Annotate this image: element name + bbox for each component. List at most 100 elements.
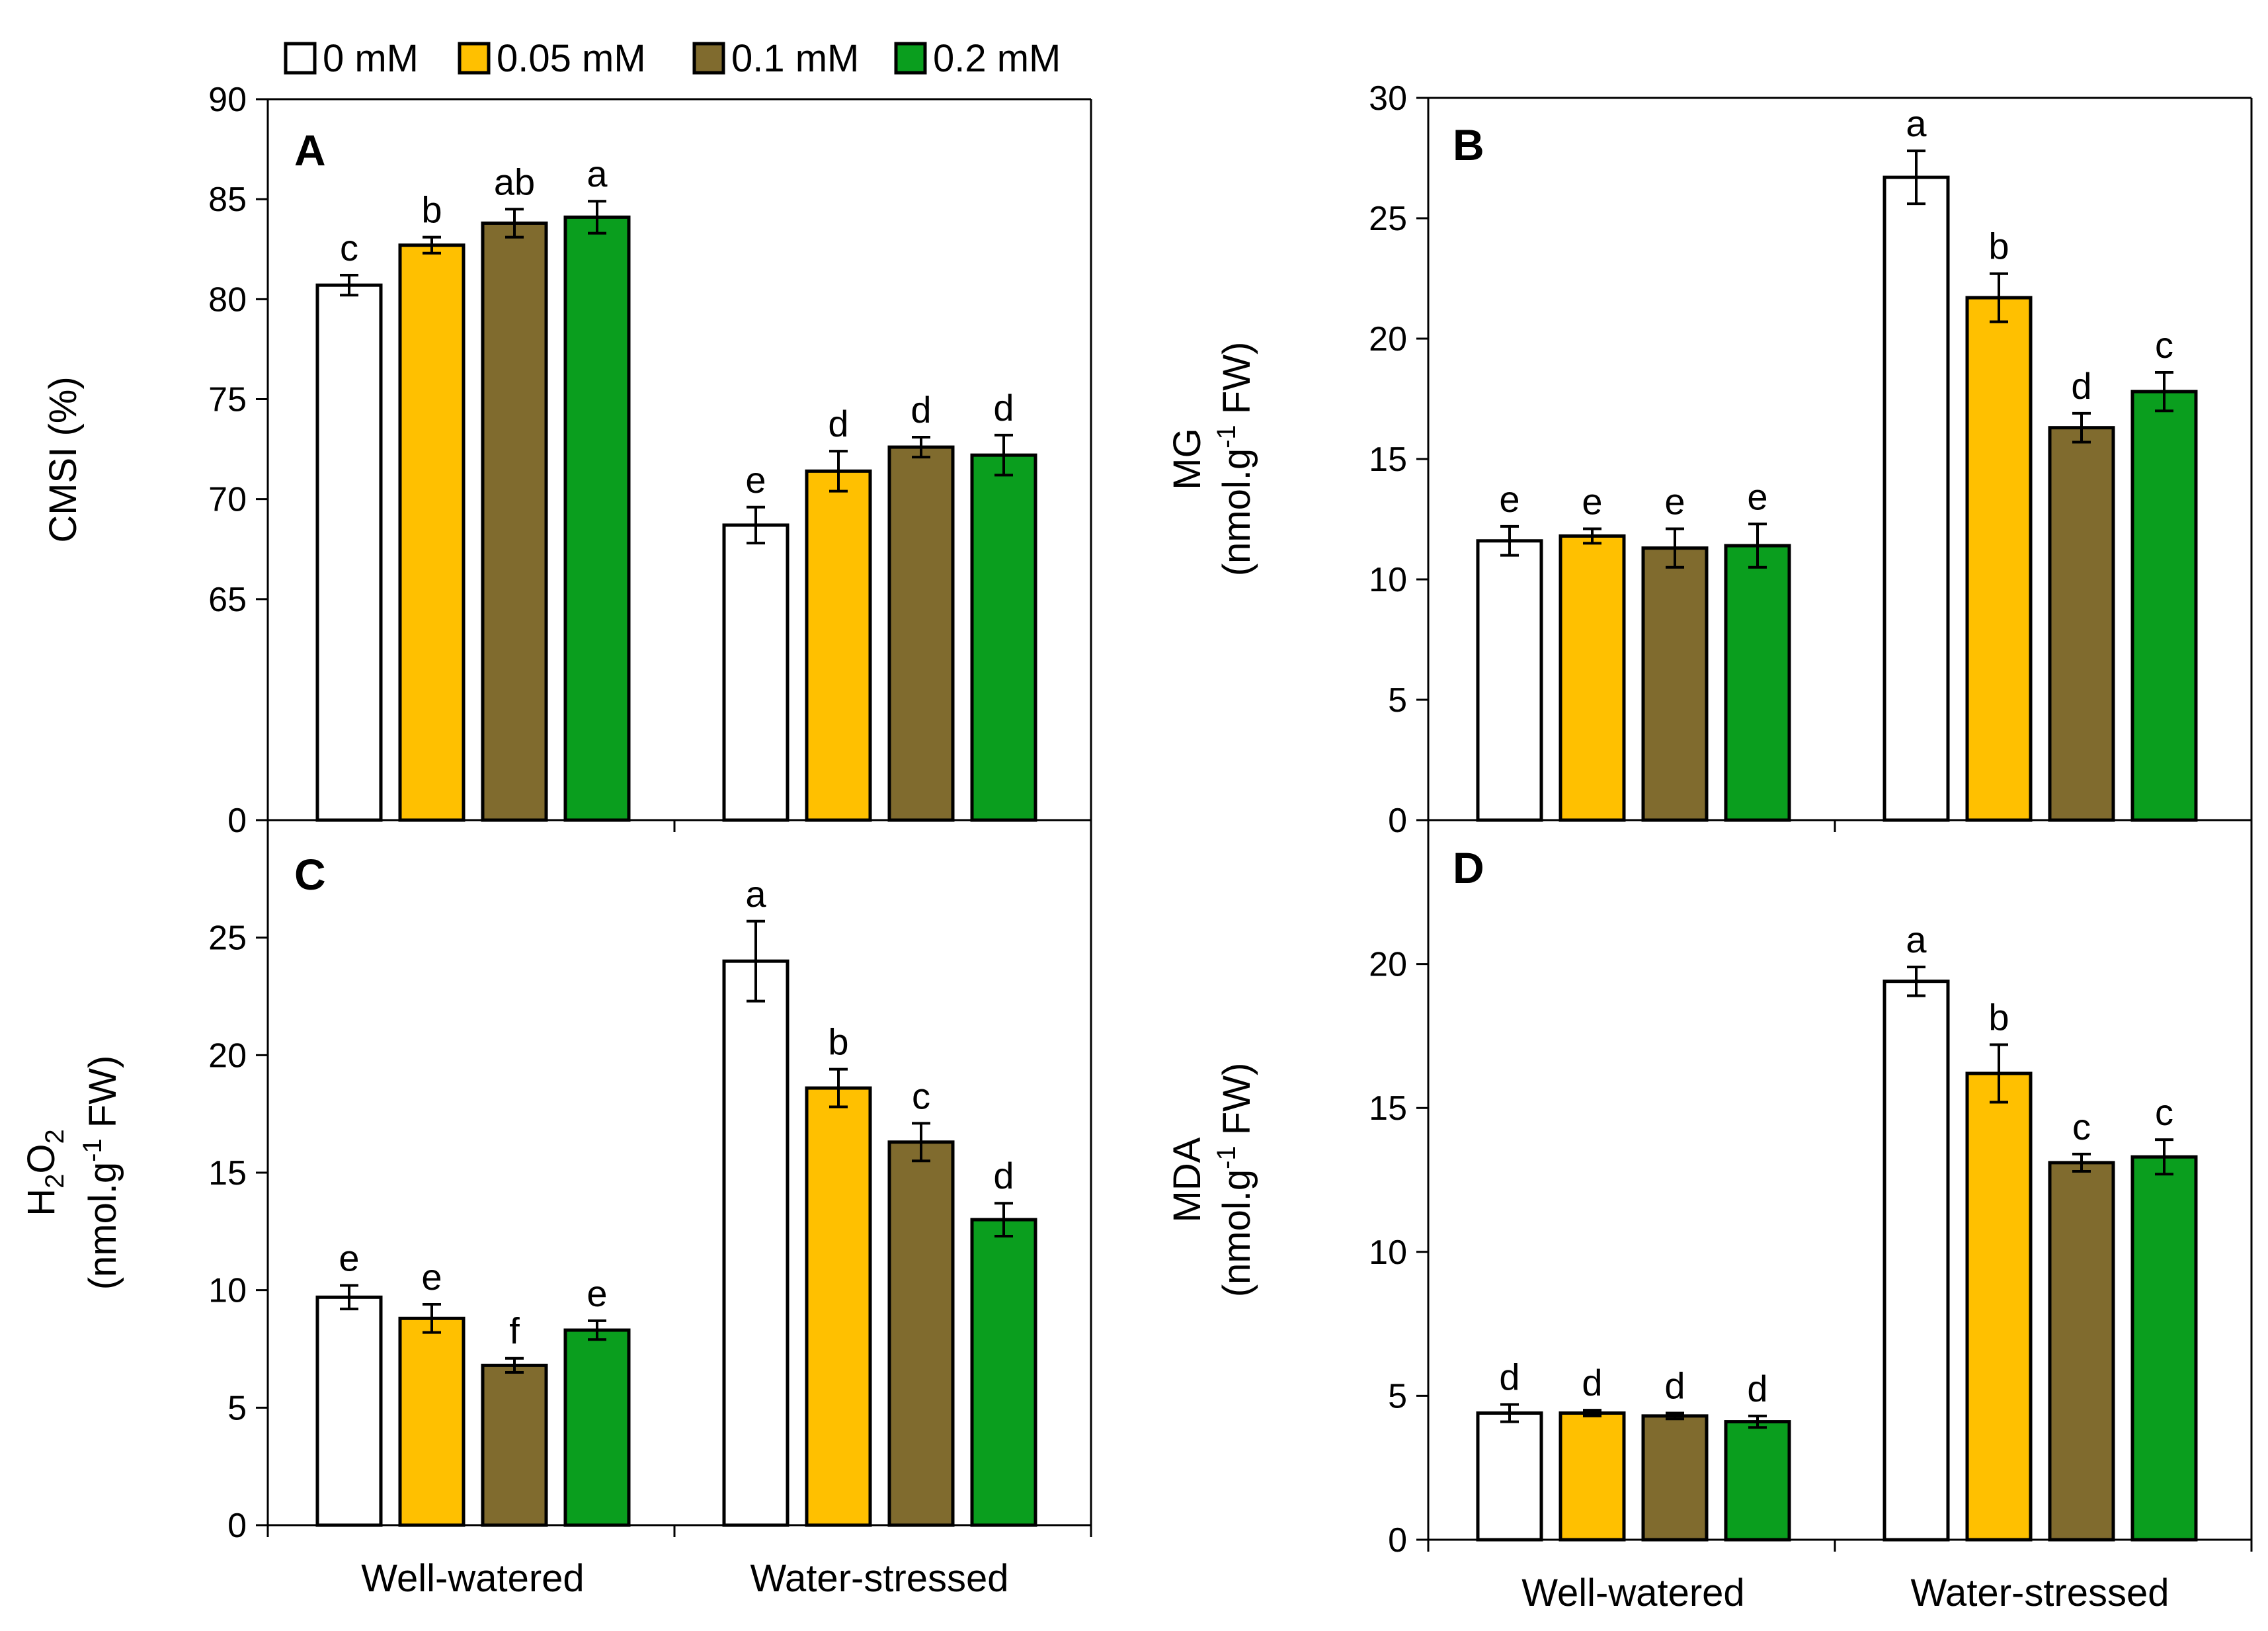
error-bar [505,1357,524,1374]
y-axis-unit: (nmol.g-1 FW) [1212,342,1258,577]
y-tick-label: 0 [227,1507,247,1545]
error-bar [340,274,358,297]
bar [970,453,1037,822]
bar [1724,1420,1791,1542]
significance-letter: e [1747,476,1767,517]
legend-entry: 0.2 mM [894,37,1061,80]
y-axis-title: MDA [1166,1137,1209,1222]
significance-letter: e [1499,478,1519,520]
bar [563,215,631,822]
y-tick-label: 80 [208,280,247,319]
legend-entry: 0.1 mM [692,37,859,80]
error-bar [912,435,930,459]
significance-letter: b [421,189,442,231]
error-bar [994,433,1013,477]
y-tick-label: 20 [1369,946,1407,984]
error-bar [1907,149,1925,206]
legend-swatch [284,42,317,75]
error-bar [1990,272,2008,323]
bar [1641,546,1709,822]
error-bar [423,235,441,255]
error-bar [588,1319,606,1341]
significance-letter: c [2072,1106,2091,1148]
error-bar [747,505,765,545]
error-bar [747,919,765,1003]
bar [805,469,872,822]
significance-letter: a [1906,103,1927,144]
y-axis-unit: (nmol.g-1 FW) [1212,1063,1258,1298]
bar [481,1363,548,1527]
panel-letter: D [1453,843,1484,892]
significance-letter: a [745,873,766,915]
legend-swatch [894,42,927,75]
y-tick-label: 5 [1388,1377,1407,1415]
error-bar [1748,1414,1767,1429]
x-category-label: Well-watered [1521,1571,1744,1614]
y-tick-label: 25 [1369,200,1407,238]
significance-letter: d [828,403,848,444]
significance-letter: d [1582,1362,1602,1403]
y-tick-label: 5 [227,1389,247,1427]
bar [398,243,466,822]
significance-letter: d [993,387,1014,429]
error-bar [1990,1043,2008,1104]
bar [315,283,383,822]
significance-letter: c [340,227,358,269]
significance-letter: b [1988,226,2009,267]
panel-d: 0 5 10 15 20 D MDA (nmol.g-1 FW) d a d b d c d c Well-wa… [1166,819,2253,1614]
y-tick-label: 5 [1388,681,1407,720]
y-tick-label: 0 [227,802,247,840]
bar [1965,1071,2033,1542]
y-axis-title: MG [1166,428,1209,489]
bar [2048,1161,2115,1542]
legend-label: 0.2 mM [933,37,1061,80]
significance-letter: c [2155,324,2173,366]
error-bar [1666,527,1684,569]
bar [887,1140,955,1527]
significance-letter: d [1499,1356,1519,1398]
y-tick-label: 65 [208,581,247,619]
legend-entry: 0 mM [284,37,419,80]
legend-label: 0.05 mM [497,37,646,80]
bar [1883,980,1950,1542]
bar [970,1218,1037,1527]
error-bar [1748,523,1767,569]
y-axis-unit: (nmol.g-1 FW) [78,1056,124,1290]
error-bar [829,450,848,493]
panel-b: 0 5 10 15 20 25 30 B MG (nmol.g-1 FW) e a e b e d e c [1166,79,2253,840]
y-tick-label: 70 [208,481,247,519]
bar [2130,390,2198,822]
y-tick-label: 15 [208,1154,247,1192]
significance-letter: d [1747,1368,1767,1409]
significance-letter: d [911,389,931,431]
significance-letter: e [1664,481,1685,523]
legend-swatch [458,42,491,75]
bar [1641,1414,1709,1542]
legend-label: 0 mM [323,37,419,80]
y-tick-label: 75 [208,381,247,419]
bar [1965,296,2033,822]
significance-letter: f [509,1310,520,1352]
panel-c: 0 5 10 15 20 25 C H2O2(nmol.g-1 FW) e a e b f c e d Well… [20,819,1092,1600]
y-tick-label: 15 [1369,440,1407,479]
significance-letter: ab [494,161,535,202]
bar [1883,175,1950,822]
error-bar [1583,527,1601,545]
error-bar [588,200,606,235]
significance-letter: e [339,1237,359,1279]
significance-letter: b [828,1021,848,1063]
error-bar [2155,370,2173,413]
bar [1724,544,1791,822]
significance-letter: d [1664,1365,1685,1407]
legend-swatch [692,42,725,75]
x-category-label: Water-stressed [750,1557,1008,1600]
significance-letter: e [1582,481,1602,523]
bar [563,1328,631,1527]
significance-letter: a [587,153,608,194]
significance-letter: c [912,1075,930,1116]
legend-label: 0.1 mM [731,37,859,80]
y-tick-label: 10 [1369,561,1407,599]
y-tick-label: 25 [208,919,247,958]
